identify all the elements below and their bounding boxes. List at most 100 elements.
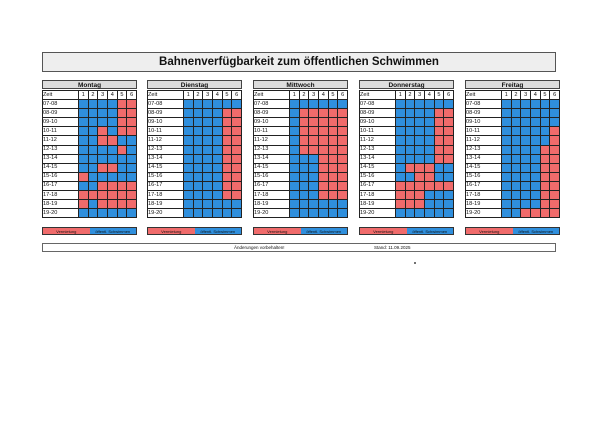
lane-cell-rented — [443, 153, 454, 164]
lane-cell-rented — [221, 153, 233, 164]
lane-cell-rented — [97, 190, 108, 201]
lane-cell-rented — [443, 117, 454, 128]
lane-cell-public — [289, 208, 300, 219]
lane-cell-rented — [539, 171, 551, 182]
lane-cell-public — [202, 144, 213, 155]
time-slot-label: 10-11 — [147, 126, 184, 137]
table-row: 16-17 — [465, 180, 560, 192]
time-slot-label: 16-17 — [42, 180, 79, 192]
table-row: 09-10 — [42, 117, 137, 128]
lane-cell-public — [183, 153, 194, 164]
lane-cell-public — [423, 153, 435, 164]
lane-cell-rented — [126, 117, 137, 128]
day-header: Dienstag — [147, 80, 242, 89]
grid-header-row: Zeit 1 2 3 4 5 6 — [147, 89, 242, 101]
lane-cell-public — [443, 162, 454, 173]
table-row: 13-14 — [359, 153, 454, 164]
lane-cell-rented — [423, 162, 435, 173]
lane-header: 1 — [395, 89, 406, 101]
table-row: 17-18 — [147, 190, 242, 201]
table-row: 17-18 — [465, 190, 560, 201]
lane-cell-rented — [395, 199, 406, 210]
lane-cell-public — [520, 144, 531, 155]
lane-cell-rented — [221, 162, 233, 173]
table-row: 16-17 — [42, 180, 137, 192]
table-row: 14-15 — [359, 162, 454, 173]
legend-public: öffentl. Schwimmen — [512, 228, 559, 234]
lane-cell-public — [106, 99, 118, 110]
lane-cell-public — [231, 199, 242, 210]
lane-cell-public — [87, 208, 99, 219]
table-row: 16-17 — [359, 180, 454, 192]
lane-cell-rented — [443, 126, 454, 137]
lane-cell-rented — [539, 153, 551, 164]
day-block-0: Montag Zeit 1 2 3 4 5 6 07-08 08-09 09-10 10-11 11-1… — [42, 80, 137, 219]
lane-cell-public — [443, 171, 454, 182]
legend-public: öffentl. Schwimmen — [89, 228, 136, 234]
lane-cell-public — [529, 162, 541, 173]
lane-cell-public — [549, 99, 560, 110]
lane-cell-public — [289, 126, 300, 137]
time-slot-label: 09-10 — [42, 117, 79, 128]
lane-cell-rented — [231, 117, 242, 128]
lane-cell-public — [192, 144, 204, 155]
lane-cell-public — [126, 162, 137, 173]
time-column-header: Zeit — [42, 89, 79, 101]
lane-cell-public — [87, 126, 99, 137]
table-row: 18-19 — [147, 199, 242, 210]
legend: Vermietung öffentl. Schwimmen — [147, 227, 242, 235]
lane-cell-public — [183, 126, 194, 137]
lane-cell-public — [289, 171, 300, 182]
lane-cell-public — [539, 135, 551, 146]
legend: Vermietung öffentl. Schwimmen — [359, 227, 454, 235]
lane-cell-public — [183, 190, 194, 201]
lane-cell-rented — [231, 162, 242, 173]
lane-cell-public — [126, 153, 137, 164]
table-row: 18-19 — [253, 199, 348, 210]
lane-cell-rented — [549, 153, 560, 164]
lane-cell-rented — [106, 180, 118, 192]
time-slot-label: 10-11 — [359, 126, 396, 137]
table-row: 07-08 — [147, 99, 242, 110]
lane-cell-public — [510, 108, 522, 119]
lane-cell-public — [289, 117, 300, 128]
lane-cell-public — [404, 171, 416, 182]
lane-cell-rented — [106, 190, 118, 201]
time-slot-label: 12-13 — [253, 144, 290, 155]
lane-cell-public — [202, 99, 213, 110]
table-row: 11-12 — [253, 135, 348, 146]
lane-cell-rented — [116, 190, 128, 201]
lane-cell-public — [106, 117, 118, 128]
table-row: 16-17 — [253, 180, 348, 192]
lane-cell-rented — [308, 144, 319, 155]
table-row: 13-14 — [147, 153, 242, 164]
lane-cell-rented — [549, 199, 560, 210]
table-row: 10-11 — [359, 126, 454, 137]
lane-cell-public — [289, 135, 300, 146]
lane-cell-public — [549, 108, 560, 119]
lane-cell-public — [87, 180, 99, 192]
table-row: 17-18 — [253, 190, 348, 201]
lane-cell-rented — [443, 108, 454, 119]
time-slot-label: 11-12 — [147, 135, 184, 146]
time-slot-label: 15-16 — [359, 171, 396, 182]
time-slot-label: 18-19 — [147, 199, 184, 210]
lane-cell-rented — [116, 99, 128, 110]
lane-header: 4 — [211, 89, 223, 101]
lane-cell-rented — [317, 108, 329, 119]
lane-cell-public — [308, 190, 319, 201]
lane-cell-public — [211, 117, 223, 128]
lane-cell-public — [78, 144, 89, 155]
lane-cell-public — [106, 144, 118, 155]
lane-header: 6 — [549, 89, 560, 101]
lane-header: 6 — [337, 89, 348, 101]
table-row: 13-14 — [465, 153, 560, 164]
lane-cell-public — [501, 190, 512, 201]
lane-header: 3 — [414, 89, 425, 101]
time-slot-label: 13-14 — [253, 153, 290, 164]
lane-cell-public — [97, 144, 108, 155]
lane-cell-public — [510, 171, 522, 182]
lane-cell-public — [231, 208, 242, 219]
lane-cell-public — [298, 99, 310, 110]
lane-cell-rented — [414, 162, 425, 173]
